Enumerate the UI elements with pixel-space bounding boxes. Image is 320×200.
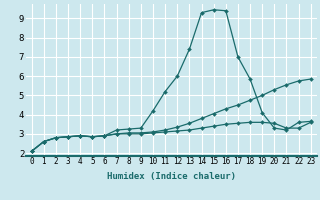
X-axis label: Humidex (Indice chaleur): Humidex (Indice chaleur) [107,172,236,181]
